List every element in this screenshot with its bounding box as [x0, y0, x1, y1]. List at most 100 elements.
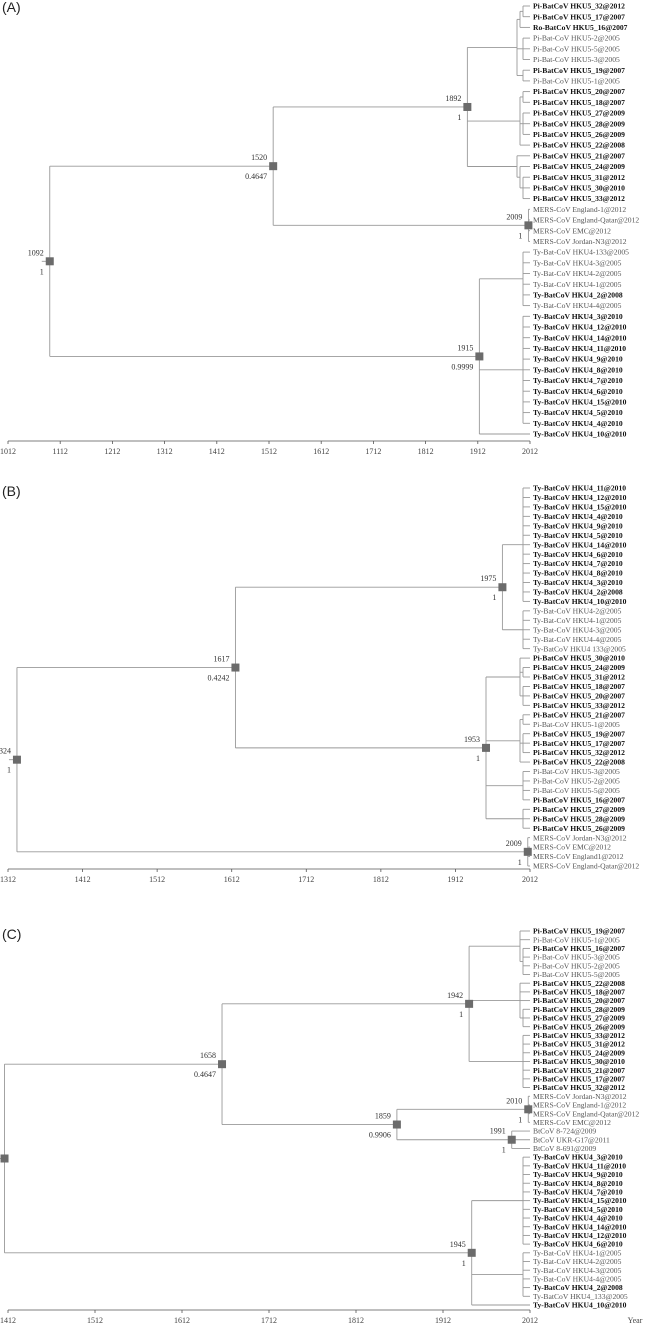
node-marker — [465, 999, 474, 1008]
axis-tick-label: 1812 — [418, 447, 434, 456]
leaf-label: Ty-Bat-CoV HKU4-4@2005 — [533, 1275, 622, 1284]
node-age-label: 1915 — [457, 343, 473, 352]
leaf-label: Ty-BatCoV HKU4_5@2010 — [533, 408, 623, 417]
leaf-label: Pi-BatCoV HKU5_27@2009 — [533, 805, 625, 814]
panel-label: (A) — [2, 0, 21, 15]
leaf-label: Ty-BatCoV HKU4_10@2010 — [533, 597, 627, 606]
leaf-label: MERS-CoV England-1@2012 — [533, 1101, 626, 1110]
leaf-label: Ty-BatCoV HKU4_11@2010 — [533, 484, 626, 493]
node-age-label: 1520 — [251, 153, 267, 162]
axis-unit-label: Year — [628, 1316, 643, 1325]
axis-tick-label: 1412 — [209, 447, 225, 456]
panel-label: (C) — [2, 926, 21, 942]
leaf-label: Pi-Bat-CoV HKU5-2@2005 — [533, 777, 620, 786]
leaf-label: Pi-BatCoV HKU5_33@2012 — [533, 701, 625, 710]
leaf-label: Pi-BatCoV HKU5_17@2007 — [533, 739, 625, 748]
axis-tick-label: 1712 — [365, 447, 381, 456]
leaf-label: Ty-BatCoV HKU4_14@2010 — [533, 333, 627, 342]
node-probability-label: 0.4647 — [245, 172, 267, 181]
leaf-label: Pi-BatCoV HKU5_31@2012 — [533, 1040, 625, 1049]
node-probability-label: 1 — [476, 754, 480, 763]
leaf-label: Ty-BatCoV HKU4_7@2010 — [533, 1188, 623, 1197]
leaf-label: Pi-Bat-CoV HKU5-1@2005 — [533, 77, 620, 86]
axis-tick-label: 1612 — [224, 875, 240, 884]
leaf-label: Pi-BatCoV HKU5_33@2012 — [533, 194, 625, 203]
leaf-label: Ty-Bat-CoV HKU4-2@2005 — [533, 1257, 622, 1266]
leaf-label: Pi-BatCoV HKU5_19@2007 — [533, 729, 625, 738]
tree-edges — [0, 930, 530, 1306]
leaf-label: Pi-BatCoV HKU5_31@2012 — [533, 173, 625, 182]
leaf-label: BtCoV 8-724@2009 — [533, 1127, 596, 1136]
leaf-label: Pi-BatCoV HKU5_18@2007 — [533, 682, 625, 691]
node-marker — [12, 755, 21, 764]
leaf-label: Ty-BatCoV HKU4_9@2010 — [533, 1170, 623, 1179]
node-marker — [269, 162, 278, 171]
leaf-label: Ty-Bat-CoV HKU4-3@2005 — [533, 258, 622, 267]
leaf-label: Ty-BatCoV HKU4_8@2010 — [533, 365, 623, 374]
leaf-label: Ty-BatCoV HKU4_4@2010 — [533, 419, 623, 428]
node-marker — [498, 583, 507, 592]
leaf-label: Ty-Bat-CoV HKU4-1@2005 — [533, 280, 622, 289]
leaf-label: Ty-BatCoV HKU4_8@2010 — [533, 569, 623, 578]
tree-nodes: 1892 1 2009 1 1520 0.4647 1915 0.9999 1092 1 — [28, 94, 533, 371]
axis-tick-label: 1512 — [87, 1316, 103, 1325]
leaf-label: MERS-CoV England-Qatar@2012 — [533, 862, 639, 871]
leaf-label: Pi-BatCoV HKU5_32@2012 — [533, 748, 625, 757]
leaf-label: Ty-BatCoV HKU4_15@2010 — [533, 1196, 627, 1205]
node-age-label: 1975 — [480, 574, 496, 583]
leaf-label: Pi-BatCoV HKU5_26@2009 — [533, 824, 625, 833]
leaf-label: MERS-CoV England1@2012 — [533, 852, 624, 861]
node-age-label: 2009 — [506, 212, 522, 221]
leaf-label: Ty-BatCoV HKU4_15@2010 — [533, 398, 627, 407]
leaf-label: Ty-BatCoV HKU4_12@2010 — [533, 1231, 627, 1240]
leaf-label: Pi-BatCoV HKU5_26@2009 — [533, 1022, 625, 1031]
leaf-label: Pi-BatCoV HKU5_24@2009 — [533, 1048, 625, 1057]
node-age-label: 2009 — [506, 839, 522, 848]
leaf-label: Ty-Bat-CoV HKU4-2@2005 — [533, 269, 622, 278]
node-marker — [507, 1135, 516, 1144]
axis-tick-label: 2012 — [522, 447, 538, 456]
panel-label: (B) — [2, 483, 21, 499]
node-age-label: 1658 — [200, 1051, 216, 1060]
axis-tick-label: 1012 — [0, 447, 16, 456]
leaf-label: Pi-Bat-CoV HKU5-1@2005 — [533, 935, 620, 944]
node-age-label: 1953 — [464, 735, 480, 744]
axis-tick-label: 1312 — [157, 447, 173, 456]
leaf-label: Pi-BatCoV HKU5_17@2007 — [533, 12, 625, 21]
leaf-label: Pi-Bat-CoV HKU5-5@2005 — [533, 786, 620, 795]
node-marker — [45, 257, 54, 266]
node-probability-label: 0.4242 — [207, 674, 229, 683]
leaf-label: Ty-BatCoV HKU4_14@2010 — [533, 1222, 627, 1231]
node-age-label: 1892 — [445, 94, 461, 103]
leaf-label: Ty-Bat-CoV HKU4-3@2005 — [533, 1266, 622, 1275]
leaf-label: Pi-Bat-CoV HKU5-3@2005 — [533, 767, 620, 776]
leaf-label: Pi-BatCoV HKU5_20@2007 — [533, 996, 625, 1005]
leaf-label: Ty-BatCoV HKU4_11@2010 — [533, 1161, 626, 1170]
leaf-label: Pi-BatCoV HKU5_32@2012 — [533, 1083, 625, 1092]
leaf-label: Ty-Bat-CoV HKU4-4@2005 — [533, 635, 622, 644]
leaf-label: Ty-BatCoV HKU4_3@2010 — [533, 578, 623, 587]
leaf-label: Pi-BatCoV HKU5_27@2009 — [533, 109, 625, 118]
leaf-label: Ty-BatCoV HKU4_6@2010 — [533, 387, 623, 396]
axis-tick-label: 1412 — [0, 1316, 16, 1325]
leaf-label: Pi-BatCoV HKU5_20@2007 — [533, 692, 625, 701]
node-age-label: 1617 — [213, 655, 229, 664]
leaf-label: Ty-Bat-CoV HKU4-1@2005 — [533, 1248, 622, 1257]
node-marker — [218, 1060, 227, 1069]
leaf-label: Ty-BatCoV HKU4_9@2010 — [533, 521, 623, 530]
leaf-label: Ty-BatCoV HKU4_10@2010 — [533, 1301, 627, 1310]
leaf-label: Ty-BatCoV HKU4_14@2010 — [533, 540, 627, 549]
axis-tick-label: 2012 — [522, 875, 538, 884]
leaf-label: MERS-CoV Jordan-N3@2012 — [533, 833, 627, 842]
leaf-label: Ty-Bat-CoV HKU4-2@2005 — [533, 606, 622, 615]
leaf-label: Ty-Bat-CoV HKU4-3@2005 — [533, 625, 622, 634]
leaf-label: Pi-BatCoV HKU5_28@2009 — [533, 814, 625, 823]
leaf-label: Ty-BatCoV HKU4_7@2010 — [533, 559, 623, 568]
node-marker — [524, 221, 533, 230]
node-probability-label: 1 — [518, 858, 522, 867]
leaf-label: Ty-BatCoV HKU4_9@2010 — [533, 355, 623, 364]
node-probability-label: 0.4647 — [194, 1070, 216, 1079]
